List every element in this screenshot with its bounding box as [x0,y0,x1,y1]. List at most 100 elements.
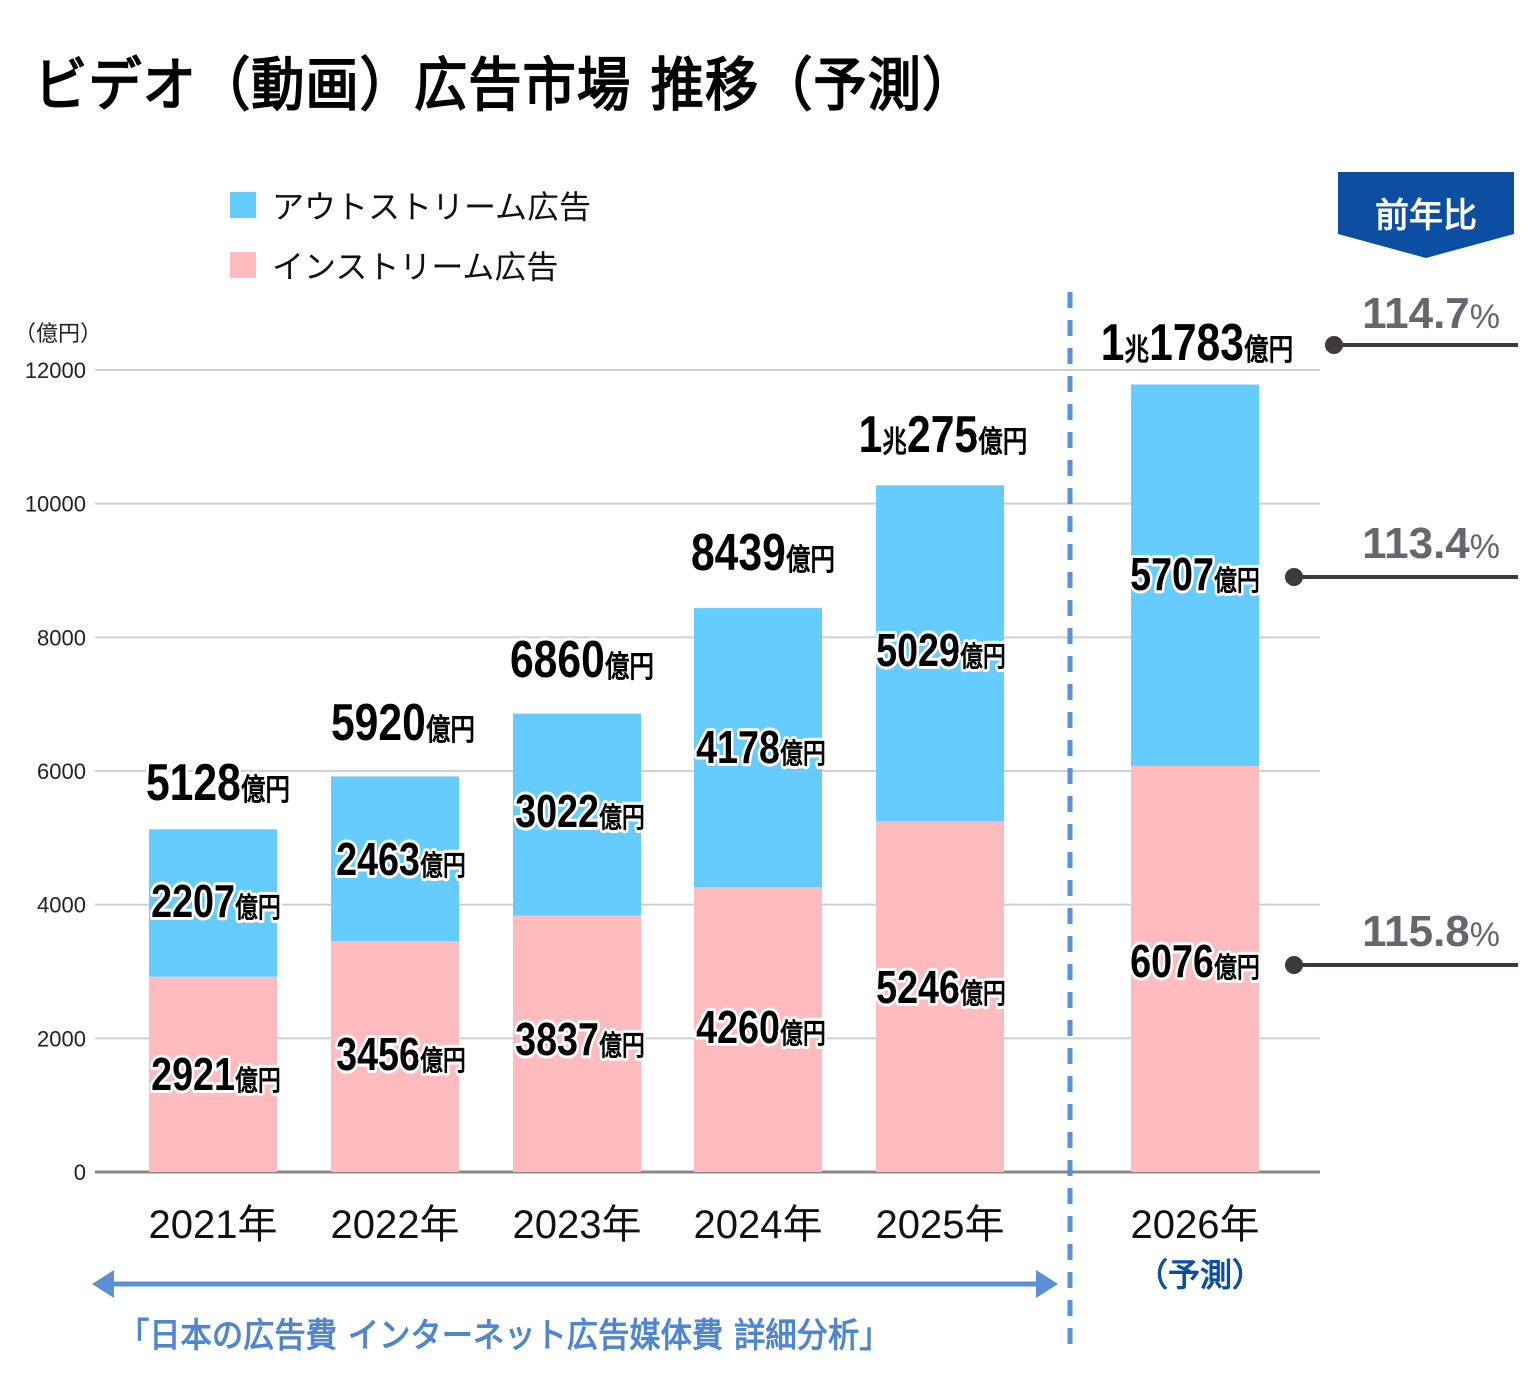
data-label-instream: 5246億円 [876,961,1006,1012]
yoy-number: 114.7 [1362,289,1470,338]
y-tick-label: 2000 [37,1026,86,1051]
x-tick-label: 2024年 [694,1203,823,1247]
total-value: 5128 [146,754,241,812]
total-value: 5920 [331,694,426,752]
y-tick-label: 4000 [37,893,86,918]
unit-label: 億円 [1244,333,1293,367]
x-tick-label: 2025年 [876,1203,1005,1247]
unit-label: 億円 [599,802,645,834]
unit-label: 億円 [960,641,1006,673]
chart-title: ビデオ（動画）広告市場 推移（予測） [34,51,977,119]
total-value: 275 [907,406,978,464]
yoy-percent-sign: % [1470,528,1500,566]
forecast-note: （予測） [1135,1256,1264,1294]
unit-label: 億円 [1214,952,1260,984]
data-label-instream: 3456億円 [336,1028,466,1079]
bar-outstream [876,485,1004,822]
y-tick-label: 0 [74,1160,86,1185]
yoy-leader-dot [1285,956,1303,974]
yoy-percent-sign: % [1470,298,1500,336]
outstream-value: 5707 [1130,548,1214,599]
x-tick-label: 2023年 [513,1203,642,1247]
yoy-number: 113.4 [1362,519,1470,568]
legend-item-instream: インストリーム広告 [230,242,558,288]
data-label-total: 8439億円 [691,524,835,582]
source-range-arrow [92,1270,1058,1298]
outstream-value: 2463 [336,833,420,884]
data-label-instream: 6076億円 [1130,935,1260,986]
outstream-value: 3022 [515,785,599,836]
outstream-value: 5029 [876,624,960,675]
y-tick-label: 12000 [25,358,86,383]
bar-outstream [149,829,277,977]
yoy-percent-sign: % [1470,916,1500,954]
yoy-badge-shape [1338,172,1514,258]
bar-outstream [331,776,459,942]
bar-instream [331,941,459,1172]
data-label-outstream: 5707億円 [1130,548,1260,599]
data-label-instream: 2921億円 [151,1048,281,1099]
data-label-outstream: 2463億円 [336,833,466,884]
data-label-instream: 3837億円 [515,1013,645,1064]
y-tick-label: 6000 [37,759,86,784]
instream-value: 5246 [876,961,960,1012]
legend-swatch-outstream [230,192,256,218]
instream-value: 4260 [696,1001,780,1052]
data-label-outstream: 3022億円 [515,785,645,836]
total-value: 1783 [1149,314,1244,372]
outstream-value: 4178 [696,721,780,772]
unit-label: 億円 [426,713,475,747]
unit-label: 億円 [420,850,466,882]
data-label-total: 5920億円 [331,694,475,752]
unit-cho-label: 兆 [882,425,907,459]
total-cho-value: 1 [859,406,883,464]
x-axis-ticks: 2021年 2022年 2023年 2024年 2025年 2026年 [149,1203,1260,1247]
unit-label: 億円 [235,892,281,924]
bar-outstream [513,713,641,916]
yoy-value: 115.8% [1362,907,1500,956]
yoy-badge-label: 前年比 [1375,196,1477,236]
data-label-outstream: 4178億円 [696,721,826,772]
y-axis-unit-label: （億円） [14,322,103,347]
legend-label-instream: インストリーム広告 [272,248,559,286]
instream-value: 6076 [1130,935,1214,986]
y-tick-label: 8000 [37,625,86,650]
x-tick-label: 2022年 [331,1203,460,1247]
unit-label: 億円 [605,650,654,684]
data-label-total: 5128億円 [146,754,290,812]
x-tick-label: 2026年 [1131,1203,1260,1247]
unit-label: 億円 [235,1065,281,1097]
unit-cho-label: 兆 [1125,333,1150,367]
total-cho-value: 1 [1101,314,1125,372]
unit-label: 億円 [780,738,826,770]
arrow-head-left [92,1270,114,1298]
data-label-outstream: 5029億円 [876,624,1006,675]
bar-instream [876,821,1004,1172]
x-tick-label: 2021年 [149,1203,278,1247]
unit-label: 億円 [978,425,1027,459]
unit-label: 億円 [420,1045,466,1077]
total-value: 6860 [510,631,605,689]
y-axis-ticks: 0 2000 4000 6000 8000 10000 12000 [25,358,86,1185]
data-label-outstream: 2207億円 [151,875,281,926]
data-label-instream: 4260億円 [696,1001,826,1052]
outstream-value: 2207 [151,875,235,926]
bar-outstream [1131,384,1259,766]
total-value: 8439 [691,524,786,582]
bar-outstream [694,608,822,888]
y-tick-label: 10000 [25,492,86,517]
data-label-total: 1兆1783億円 [1101,314,1293,372]
unit-label: 億円 [786,543,835,577]
unit-label: 億円 [1214,565,1260,597]
bars [149,384,1259,1172]
data-label-total: 1兆275億円 [859,406,1028,464]
unit-label: 億円 [960,978,1006,1010]
yoy-value: 114.7% [1362,289,1500,338]
data-labels: 2921億円2207億円5128億円3456億円2463億円5920億円3837… [143,311,1296,1102]
instream-value: 3837 [515,1013,599,1064]
yoy-number: 115.8 [1362,907,1470,956]
unit-label: 億円 [241,773,290,807]
data-label-total: 6860億円 [510,631,654,689]
bar-instream [149,976,277,1172]
